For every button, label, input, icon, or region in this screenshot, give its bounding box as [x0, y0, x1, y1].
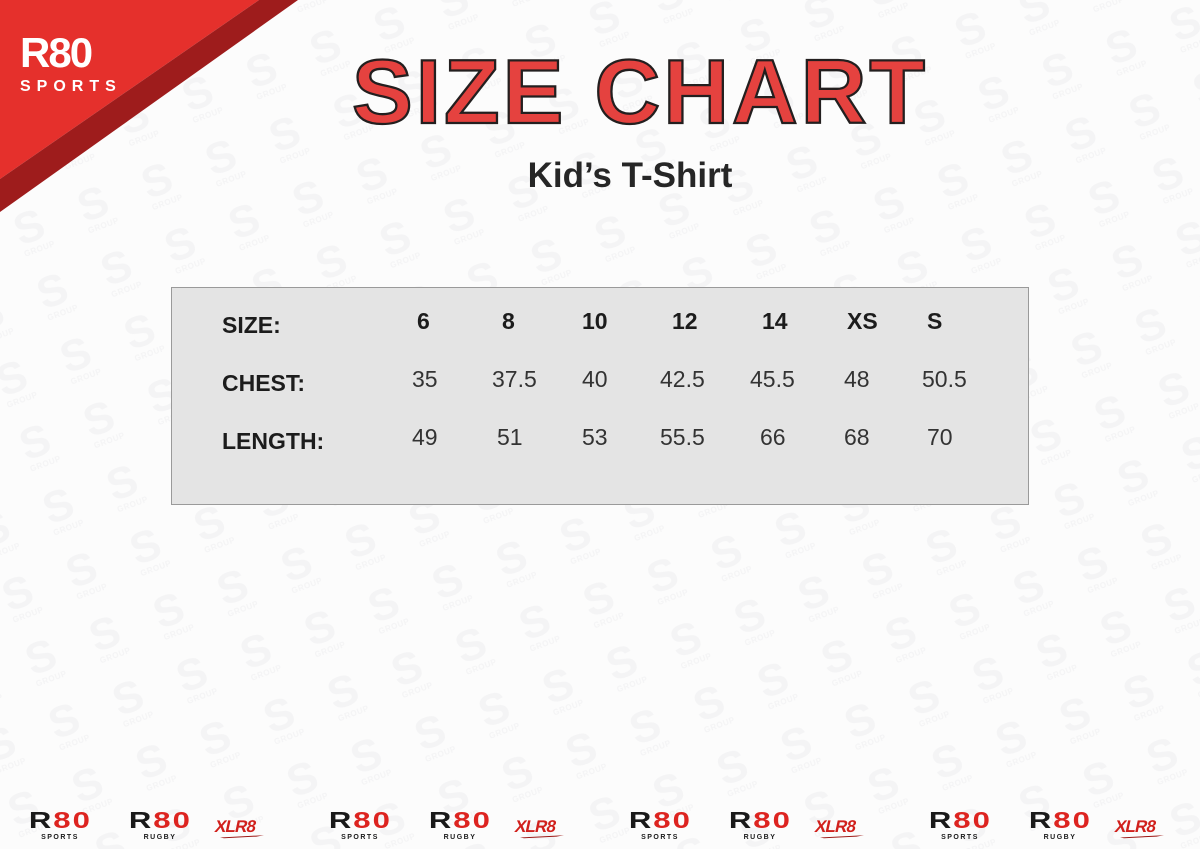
- svg-text:XLR8: XLR8: [813, 816, 859, 836]
- svg-text:XLR8: XLR8: [513, 816, 559, 836]
- svg-text:XLR8: XLR8: [213, 816, 259, 836]
- svg-text:XLR8: XLR8: [1113, 816, 1159, 836]
